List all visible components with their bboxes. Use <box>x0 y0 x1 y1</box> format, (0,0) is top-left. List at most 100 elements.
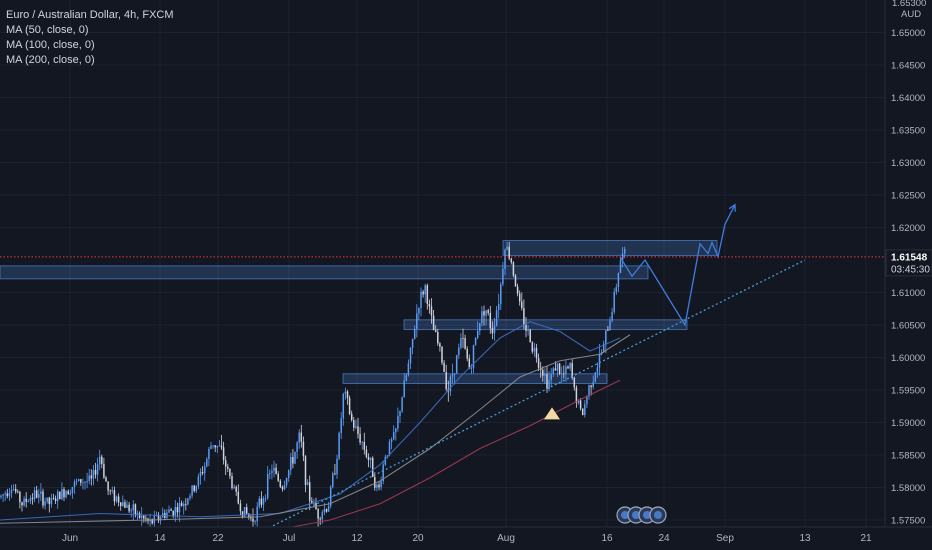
candle-body-100 <box>210 445 212 449</box>
candle-body-166 <box>348 397 351 414</box>
candle-body-15 <box>31 498 34 500</box>
candle-body-223 <box>468 358 471 369</box>
candle-body-62 <box>130 510 132 512</box>
candle-body-176 <box>369 457 372 461</box>
candle-body-80 <box>168 509 170 513</box>
candle-body-170 <box>357 426 359 435</box>
candle-body-147 <box>308 482 311 501</box>
candle-body-53 <box>111 490 114 492</box>
candle-body-50 <box>105 477 107 482</box>
candle-body-281 <box>590 385 592 388</box>
symbol-title[interactable]: Euro / Australian Dollar, 4h, FXCM <box>6 9 174 21</box>
candle-body-183 <box>384 456 387 465</box>
price-top-label: 1.65300 <box>892 0 926 9</box>
candle-body-136 <box>285 477 288 486</box>
candle-body-3 <box>6 493 9 497</box>
price-tick-5: 1.62500 <box>891 191 925 202</box>
candle-body-38 <box>80 479 82 483</box>
ma-line-0 <box>0 321 621 521</box>
ma50-legend[interactable]: MA (50, close, 0) <box>6 24 89 36</box>
candle-body-90 <box>189 495 191 499</box>
price-tick-13: 1.58000 <box>891 483 925 494</box>
candle-body-46 <box>96 464 99 475</box>
candle-body-14 <box>29 498 32 502</box>
candle-body-130 <box>273 467 275 472</box>
time-tick-11: 21 <box>860 533 872 544</box>
event-icons[interactable] <box>616 506 667 524</box>
candle-body-93 <box>195 485 198 492</box>
supply-demand-zones[interactable] <box>0 240 718 384</box>
candle-body-22 <box>46 497 48 502</box>
candle-body-196 <box>411 338 414 348</box>
trend-line[interactable] <box>264 259 806 531</box>
candle-body-252 <box>529 329 531 343</box>
candle-body-36 <box>75 481 78 482</box>
candle-body-201 <box>422 291 424 295</box>
candle-body-211 <box>443 362 445 373</box>
candle-body-269 <box>565 366 567 374</box>
candle-body-244 <box>512 262 515 276</box>
candle-body-6 <box>12 488 15 490</box>
time-tick-10: 13 <box>799 533 811 544</box>
event-icon-dot-3 <box>654 511 662 519</box>
candle-body-231 <box>485 310 487 316</box>
candle-body-262 <box>550 374 552 381</box>
candle-body-16 <box>33 490 36 500</box>
projection-path[interactable] <box>619 203 736 327</box>
candle-body-82 <box>172 510 174 516</box>
candle-body-5 <box>10 489 13 494</box>
candle-body-139 <box>292 457 294 464</box>
candle-body-141 <box>296 442 298 452</box>
candle-body-108 <box>227 466 229 469</box>
candle-body-293 <box>615 287 618 293</box>
candle-body-276 <box>579 400 582 409</box>
candle-body-7 <box>14 488 17 492</box>
candle-body-163 <box>342 393 345 419</box>
candle-body-234 <box>491 328 494 334</box>
candle-body-171 <box>359 434 361 443</box>
candle-body-106 <box>222 447 225 461</box>
candle-body-55 <box>115 496 118 502</box>
candle-body-189 <box>397 416 399 429</box>
candle-body-181 <box>380 481 382 488</box>
candle-body-133 <box>279 480 282 487</box>
ma100-legend[interactable]: MA (100, close, 0) <box>6 39 95 51</box>
candle-body-253 <box>531 342 534 352</box>
candle-body-179 <box>376 484 378 488</box>
price-tick-9: 1.60000 <box>891 353 925 364</box>
candle-body-261 <box>548 380 550 389</box>
candle-body-184 <box>386 455 389 457</box>
candle-body-42 <box>88 475 90 482</box>
candle-body-149 <box>313 502 315 504</box>
candle-body-86 <box>180 502 183 507</box>
candle-body-72 <box>151 519 153 524</box>
candle-body-128 <box>269 473 271 474</box>
candle-body-260 <box>546 373 548 389</box>
candle-body-273 <box>573 377 576 388</box>
projection-line <box>619 204 736 327</box>
projection-arrowhead <box>728 203 736 212</box>
candle-body-121 <box>254 521 256 523</box>
candle-body-107 <box>224 460 227 467</box>
price-tick-7: 1.61000 <box>891 288 925 299</box>
candle-body-206 <box>432 315 435 331</box>
time-axis[interactable]: Jun 14 22 Jul 12 20 Aug 16 24 Sep 13 21 <box>0 526 932 550</box>
candle-body-250 <box>525 324 527 331</box>
candle-body-227 <box>476 330 479 338</box>
ma200-legend[interactable]: MA (200, close, 0) <box>6 54 95 66</box>
candle-body-226 <box>474 337 477 346</box>
candle-body-51 <box>107 481 109 491</box>
candle-body-92 <box>193 485 195 492</box>
ma-line-2 <box>259 379 621 534</box>
candle-body-215 <box>451 374 454 377</box>
candle-body-280 <box>588 385 590 397</box>
candle-body-69 <box>145 518 147 520</box>
candle-body-267 <box>560 373 563 375</box>
candle-body-35 <box>73 481 76 487</box>
price-tick-4: 1.63000 <box>891 158 925 169</box>
time-tick-5: 20 <box>412 533 424 544</box>
candle-body-45 <box>94 470 97 475</box>
candle-body-219 <box>460 338 462 348</box>
